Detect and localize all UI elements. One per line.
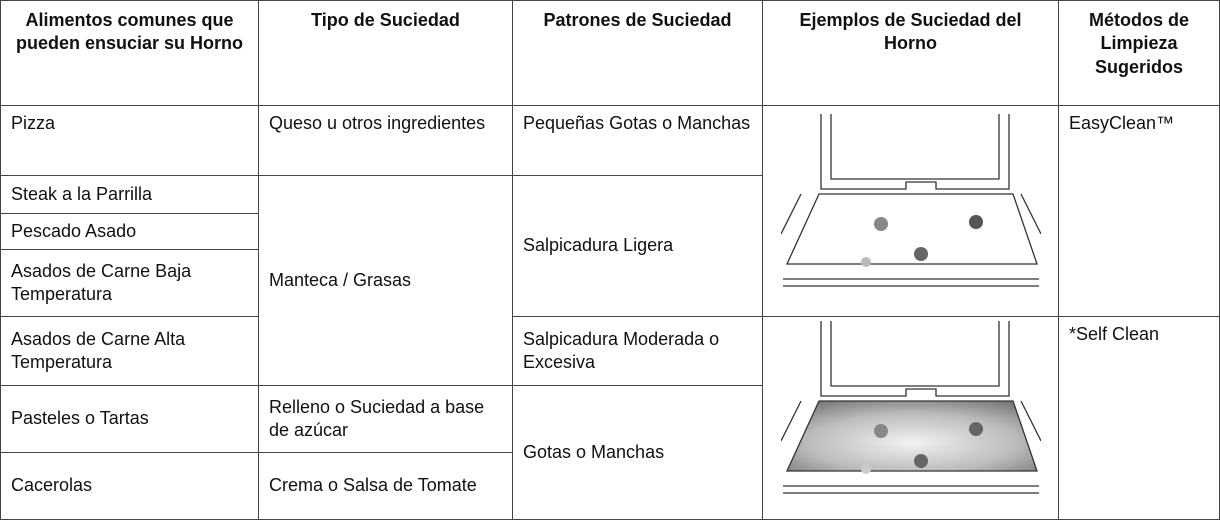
header-cell: Tipo de Suciedad [258, 0, 513, 106]
cell: Manteca / Grasas [258, 175, 513, 386]
cell: Salpicadura Ligera [512, 175, 763, 317]
header-cell: Métodos de Limpieza Sugeridos [1058, 0, 1220, 106]
header-cell: Ejemplos de Suciedad del Horno [762, 0, 1059, 106]
cell: Crema o Salsa de Tomate [258, 452, 513, 520]
cell: Cacerolas [0, 452, 259, 520]
header-cell: Alimentos comunes que pueden ensuciar su… [0, 0, 259, 106]
cell: Asados de Carne Alta Temperatura [0, 316, 259, 386]
cell: Pasteles o Tartas [0, 385, 259, 453]
row: Cacerolas Crema o Salsa de Tomate [0, 452, 1220, 520]
row: Pizza Queso u otros ingredientes Pequeña… [0, 105, 1220, 317]
row: Pasteles o Tartas Relleno o Suciedad a b… [0, 385, 1220, 520]
cell: *Self Clean [1058, 316, 1220, 520]
image-cell [762, 316, 1059, 520]
cell: Asados de Carne Baja Temperatura [0, 249, 259, 317]
cell: Gotas o Manchas [512, 385, 763, 520]
header-row: Alimentos comunes que pueden ensuciar su… [0, 0, 1220, 106]
cell: Salpicadura Moderada o Excesiva [512, 316, 763, 386]
header-cell: Patrones de Suciedad [512, 0, 763, 106]
row: Pescado Asado [0, 213, 1220, 250]
row: Steak a la Parrilla Manteca / Grasas Sal… [0, 175, 1220, 386]
row: Asados de Carne Baja Temperatura [0, 249, 1220, 317]
cell: Relleno o Suciedad a base de azúcar [258, 385, 513, 453]
cell: EasyClean™ [1058, 105, 1220, 317]
cell: Pizza [0, 105, 259, 176]
cell: Steak a la Parrilla [0, 175, 259, 214]
image-cell [762, 105, 1059, 317]
cell: Pequeñas Gotas o Manchas [512, 105, 763, 176]
row: Asados de Carne Alta Temperatura Salpica… [0, 316, 1220, 520]
cell: Pescado Asado [0, 213, 259, 250]
cell: Queso u otros ingredientes [258, 105, 513, 176]
oven-light-soil [780, 113, 1041, 287]
oven-heavy-soil [780, 320, 1041, 494]
